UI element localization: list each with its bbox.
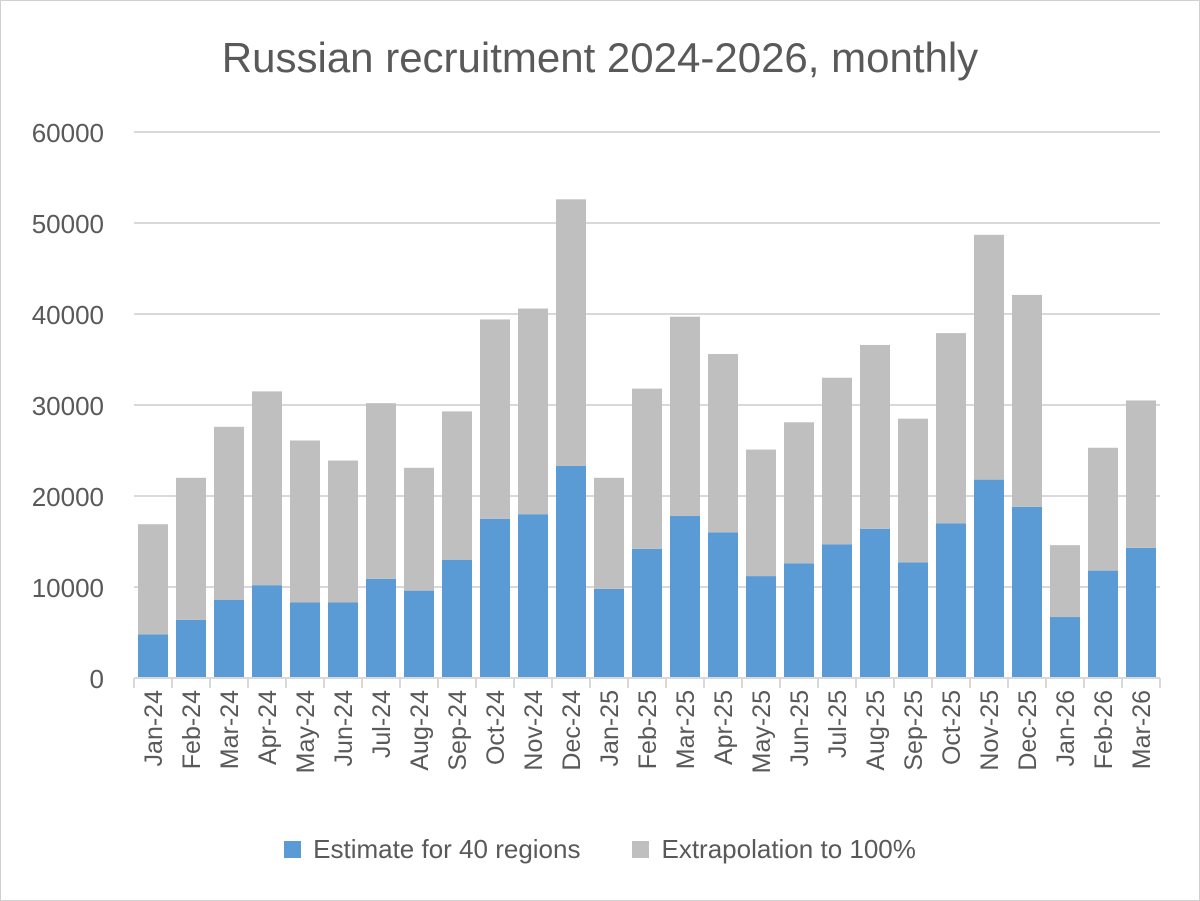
x-tick-label: Sep-25 [900,690,928,771]
bar-extrapolation [859,344,891,529]
x-tick-label: Mar-26 [1128,690,1156,769]
bar-extrapolation [175,477,207,620]
bar-extrapolation [213,426,245,600]
bar-extrapolation [935,333,967,524]
x-tick-label: Feb-25 [634,690,662,769]
legend-item-extrapolation: Extrapolation to 100% [632,834,916,865]
x-tick-label: Dec-25 [1014,690,1042,771]
x-tick-label: Aug-25 [862,690,890,771]
bar-extrapolation [137,524,169,635]
bar-extrapolation [1087,447,1119,571]
bar-estimate [783,563,815,678]
y-tick-label: 50000 [32,209,104,239]
x-tick-label: Oct-25 [938,690,966,765]
bar-estimate [821,544,853,678]
bar-estimate [251,585,283,678]
x-tick-label: Feb-26 [1090,690,1118,769]
bar-estimate [897,562,929,678]
bar-extrapolation [745,449,777,577]
legend: Estimate for 40 regions Extrapolation to… [0,834,1200,865]
y-tick-label: 0 [90,664,104,694]
bar-estimate [707,532,739,678]
legend-label-extrapolation: Extrapolation to 100% [661,834,916,864]
x-tick-label: Jan-25 [596,690,624,766]
bar-extrapolation [365,403,397,579]
x-tick-label: Apr-24 [254,690,282,765]
legend-item-estimate: Estimate for 40 regions [284,834,580,865]
bar-extrapolation [1125,400,1157,548]
bar-extrapolation [669,316,701,517]
y-tick-label: 10000 [32,573,104,603]
x-tick-label: Nov-25 [976,690,1004,771]
bar-estimate [517,514,549,678]
y-tick-label: 40000 [32,300,104,330]
bar-extrapolation [821,377,853,545]
x-tick-label: Nov-24 [520,690,548,771]
bar-extrapolation [479,319,511,519]
bar-estimate [935,523,967,678]
bar-estimate [137,634,169,678]
x-tick-label: Jan-24 [140,690,168,767]
bar-estimate [403,590,435,678]
y-tick-label: 30000 [32,391,104,421]
x-tick-label: Sep-24 [444,690,472,771]
bar-estimate [669,516,701,678]
x-tick-label: Apr-25 [710,690,738,765]
x-tick-label: May-25 [748,690,776,773]
x-tick-label: Jun-24 [330,690,358,767]
bar-estimate [1087,570,1119,678]
bar-extrapolation [251,391,283,586]
x-tick-label: Feb-24 [178,690,206,769]
legend-swatch-extrapolation [632,841,650,858]
x-tick-label: Mar-25 [672,690,700,769]
x-tick-label: Jun-25 [786,690,814,766]
x-tick-label: Mar-24 [216,690,244,769]
y-tick-label: 20000 [32,482,104,512]
bar-estimate [479,518,511,678]
legend-swatch-estimate [284,841,302,858]
bar-extrapolation [555,199,587,466]
bar-estimate [1011,506,1043,678]
bar-estimate [555,465,587,678]
bar-extrapolation [289,440,321,603]
bar-extrapolation [403,467,435,591]
bar-extrapolation [1049,545,1081,618]
bar-estimate [441,559,473,678]
bar-estimate [213,599,245,678]
bar-estimate [631,548,663,678]
chart-title: Russian recruitment 2024-2026, monthly [221,34,979,81]
bar-extrapolation [897,418,929,563]
x-tick-label: May-24 [292,690,320,773]
bar-extrapolation [707,354,739,533]
bar-extrapolation [973,234,1005,480]
bar-estimate [1125,547,1157,678]
x-tick-label: Jul-25 [824,690,852,758]
x-tick-label: Jan-26 [1052,690,1080,766]
y-tick-label: 60000 [32,118,104,148]
bar-extrapolation [441,411,473,560]
legend-label-estimate: Estimate for 40 regions [313,834,581,864]
x-tick-label: Aug-24 [406,690,434,771]
x-tick-label: Jul-24 [368,690,396,758]
bar-extrapolation [783,422,815,564]
bar-extrapolation [1011,294,1043,507]
x-tick-label: Dec-24 [558,690,586,771]
bar-estimate [745,576,777,678]
bar-estimate [593,588,625,678]
bar-estimate [1049,617,1081,678]
bar-extrapolation [327,460,359,603]
bar-extrapolation [593,477,625,589]
x-tick-label: Oct-24 [482,690,510,765]
bar-estimate [859,528,891,678]
bar-estimate [327,602,359,678]
bar-estimate [365,578,397,678]
bar-estimate [973,479,1005,678]
bar-extrapolation [517,308,549,515]
bar-estimate [289,602,321,678]
bar-extrapolation [631,388,663,549]
bar-estimate [175,619,207,678]
